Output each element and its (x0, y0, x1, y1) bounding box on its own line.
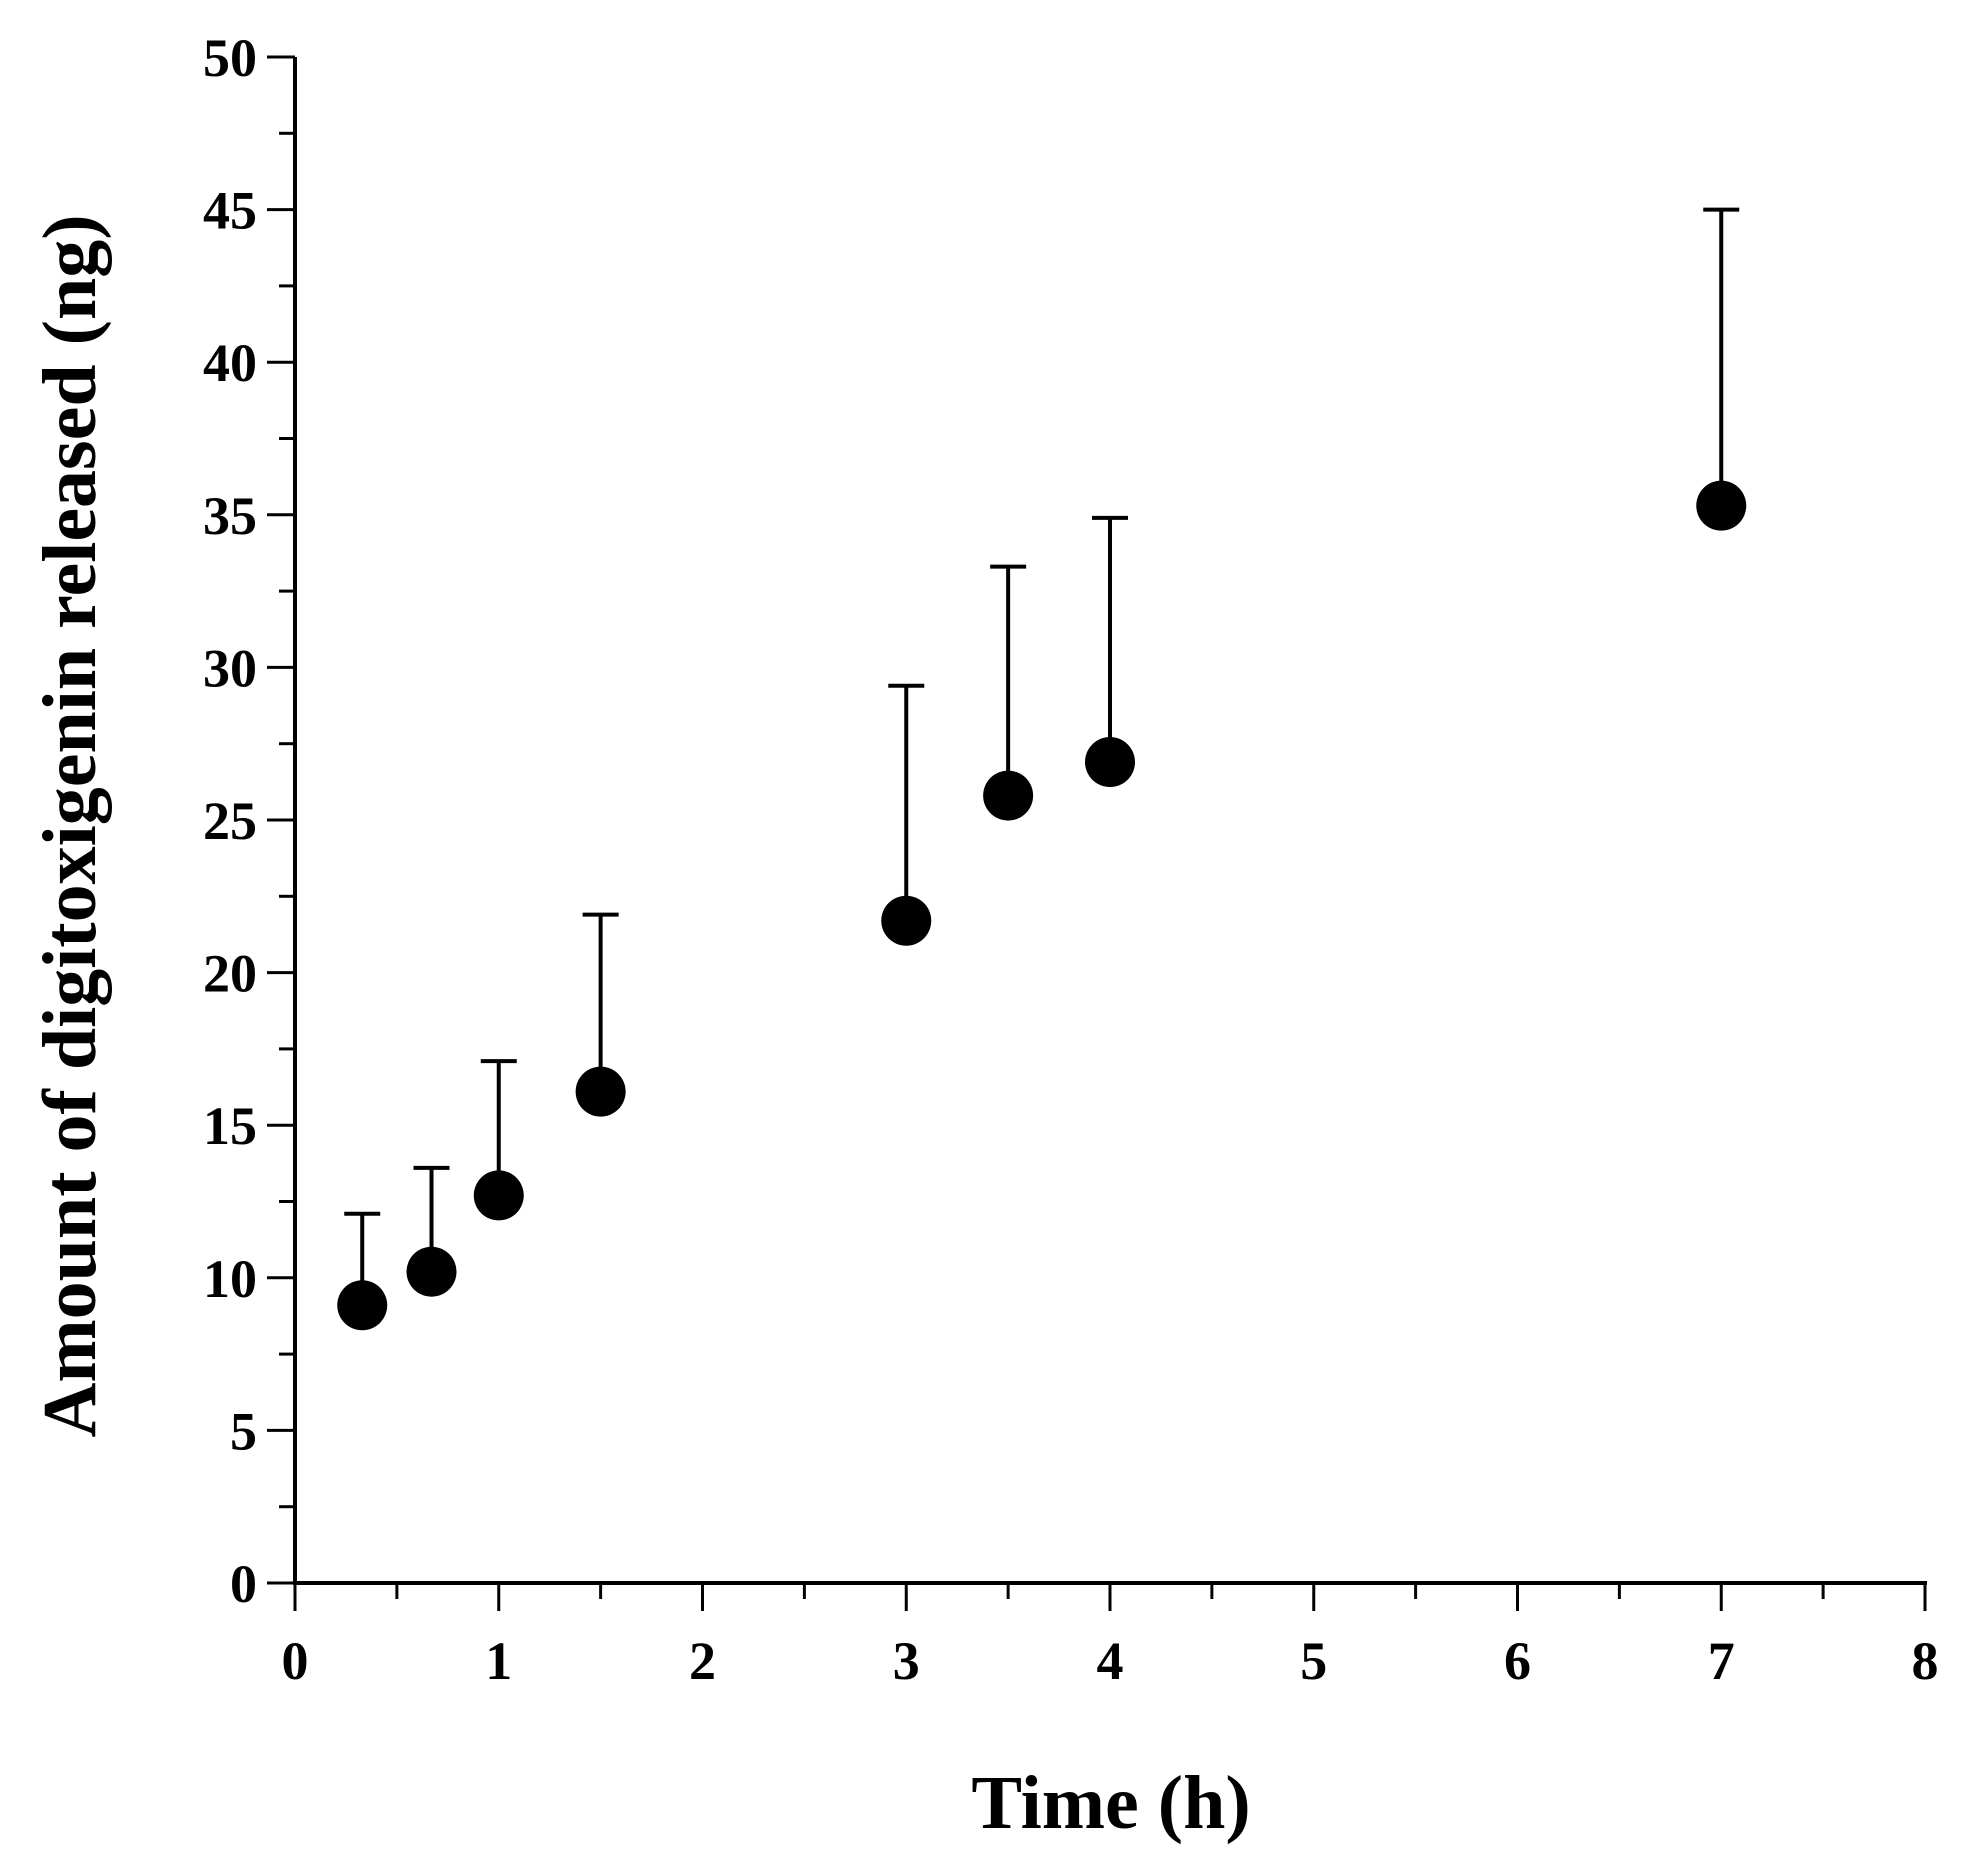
y-tick-label: 0 (230, 1554, 257, 1614)
ticks (267, 55, 1927, 1611)
y-tick-label: 20 (203, 944, 257, 1004)
y-tick-label: 40 (203, 333, 257, 393)
axes (293, 57, 1927, 1585)
x-tick-label: 3 (893, 1631, 920, 1691)
y-tick-label: 45 (203, 181, 257, 241)
x-tick-label: 4 (1097, 1631, 1124, 1691)
data-point (983, 770, 1034, 821)
x-tick-label: 6 (1504, 1631, 1531, 1691)
y-tick-label: 15 (203, 1096, 257, 1156)
data-point (473, 1170, 524, 1221)
data-point (575, 1066, 626, 1117)
x-tick-label: 7 (1708, 1631, 1735, 1691)
x-tick-label: 0 (282, 1631, 309, 1691)
x-axis-label: Time (h) (971, 1761, 1250, 1845)
error-bars (344, 207, 1740, 1306)
y-tick-label: 50 (203, 28, 257, 88)
data-points (337, 480, 1747, 1331)
data-point (337, 1280, 388, 1331)
data-point (1085, 737, 1135, 788)
x-tick-label: 1 (485, 1631, 512, 1691)
data-point (881, 895, 932, 946)
y-tick-label: 30 (203, 638, 257, 698)
y-tick-label: 5 (230, 1401, 257, 1461)
y-axis-label: Amount of digitoxigenin released (ng) (28, 214, 112, 1437)
x-tick-label: 2 (689, 1631, 716, 1691)
y-tick-label: 10 (203, 1249, 257, 1309)
x-tick-label: 8 (1912, 1631, 1939, 1691)
data-point (406, 1246, 457, 1297)
data-point (1696, 480, 1747, 531)
x-tick-label: 5 (1300, 1631, 1327, 1691)
y-tick-label: 25 (203, 791, 257, 851)
y-tick-label: 35 (203, 486, 257, 546)
